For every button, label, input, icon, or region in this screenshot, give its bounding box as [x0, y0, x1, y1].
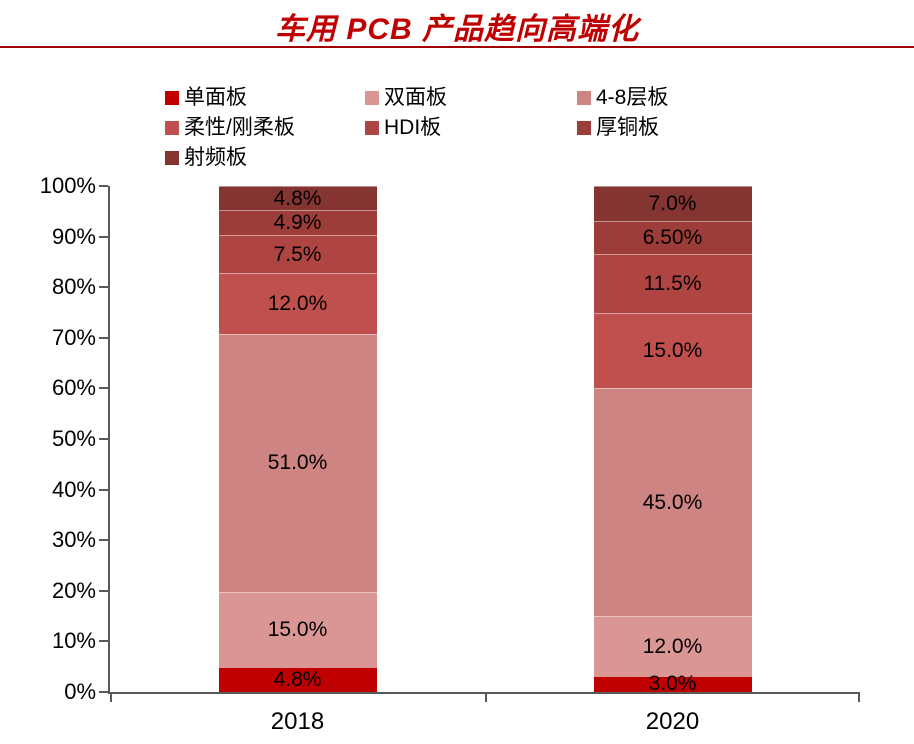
x-axis-category-label: 2018	[270, 708, 325, 735]
bar-stack-2018: 4.8% 15.0% 51.0% 12.0% 7.5% 4.9% 4.8%	[218, 186, 377, 692]
legend-label: HDI板	[384, 116, 442, 139]
chart-legend: 单面板 双面板 4-8层板柔性/刚柔板 HDI板 厚铜板射频板	[165, 86, 787, 170]
legend-item: 厚铜板	[577, 116, 787, 140]
y-axis-tick-label: 40%	[51, 476, 96, 502]
segment-label: 7.0%	[648, 192, 697, 216]
segment-label: 6.50%	[642, 226, 703, 250]
plot-area: 100% 90% 80% 70% 60% 50% 40% 30% 20% 10% 0% 4.8% 15.…	[40, 173, 860, 735]
bar-segment: 4.8%	[218, 667, 377, 692]
y-axis-tick-mark	[99, 286, 108, 289]
segment-label: 15.0%	[642, 338, 703, 362]
y-axis-tick-label: 100%	[39, 173, 96, 198]
x-axis-line	[108, 692, 860, 694]
y-axis-tick-label: 80%	[51, 274, 96, 300]
legend-swatch	[165, 121, 179, 135]
legend-item: 双面板	[365, 86, 577, 110]
y-axis-line	[108, 186, 110, 694]
segment-label: 51.0%	[267, 451, 328, 475]
y-axis-tick-mark	[99, 387, 108, 390]
bar-stack-2020: 3.0% 12.0% 45.0% 15.0% 11.5% 6.50% 7.0%	[593, 186, 752, 695]
segment-label: 12.0%	[642, 634, 703, 658]
legend-item: 射频板	[165, 146, 365, 170]
bar-segment: 3.0%	[593, 673, 752, 695]
legend-swatch	[577, 121, 591, 135]
legend-item: 单面板	[165, 86, 365, 110]
y-axis-tick-mark	[99, 691, 108, 693]
y-axis-tick-label: 0%	[64, 679, 96, 704]
y-axis-tick-label: 10%	[51, 628, 96, 654]
y-axis-tick-label: 90%	[51, 223, 96, 249]
bar-segment: 45.0%	[593, 388, 752, 617]
bar-segment: 4.8%	[218, 186, 377, 211]
y-axis-tick-mark	[99, 589, 108, 592]
x-axis-tick-mark	[485, 694, 487, 702]
bar-segment: 6.50%	[593, 221, 752, 255]
y-axis-tick-mark	[99, 640, 108, 643]
segment-label: 15.0%	[267, 618, 328, 642]
bar-segment: 7.5%	[218, 235, 377, 274]
y-axis-tick-mark	[99, 488, 108, 491]
title-divider	[0, 46, 914, 48]
legend-label: 柔性/刚柔板	[184, 116, 295, 139]
legend-label: 4-8层板	[596, 86, 669, 109]
y-axis-tick-label: 30%	[51, 527, 96, 553]
legend-label: 射频板	[184, 146, 247, 169]
y-axis-tick-label: 60%	[51, 375, 96, 401]
y-axis-tick-mark	[99, 185, 108, 187]
legend-item: HDI板	[365, 116, 577, 140]
bar-segment: 11.5%	[593, 254, 752, 313]
segment-label: 12.0%	[267, 291, 328, 315]
y-axis-tick-mark	[99, 235, 108, 238]
bar-segment: 4.9%	[218, 210, 377, 236]
x-axis-category-label: 2020	[645, 708, 700, 735]
segment-label: 4.9%	[273, 211, 322, 235]
legend-item: 柔性/刚柔板	[165, 116, 365, 140]
bar-segment: 7.0%	[593, 186, 752, 222]
legend-swatch	[577, 91, 591, 105]
bar-segment: 15.0%	[593, 312, 752, 389]
y-axis-tick-label: 50%	[51, 426, 96, 451]
legend-label: 单面板	[184, 86, 247, 109]
legend-swatch	[165, 151, 179, 165]
legend-item: 4-8层板	[577, 86, 787, 110]
x-axis-tick-mark	[858, 694, 860, 702]
y-axis-tick-mark	[99, 336, 108, 339]
chart-title: 车用 PCB 产品趋向高端化	[274, 13, 639, 46]
segment-label: 4.8%	[273, 667, 322, 691]
bar-segment: 12.0%	[593, 616, 752, 677]
y-axis-tick-mark	[99, 539, 108, 542]
bar-segment: 51.0%	[218, 333, 377, 592]
bar-segment: 12.0%	[218, 273, 377, 334]
legend-label: 双面板	[384, 86, 447, 109]
segment-label: 7.5%	[273, 242, 322, 266]
legend-swatch	[365, 91, 379, 105]
bar-segment: 15.0%	[218, 591, 377, 668]
legend-swatch	[365, 121, 379, 135]
y-axis-tick-label: 70%	[51, 324, 96, 350]
x-axis-tick-mark	[110, 694, 112, 702]
y-axis-tick-mark	[99, 438, 108, 440]
legend-swatch	[165, 91, 179, 105]
y-axis-tick-label: 20%	[51, 577, 96, 603]
segment-label: 11.5%	[643, 271, 702, 295]
segment-label: 4.8%	[273, 186, 322, 210]
segment-label: 45.0%	[642, 490, 703, 514]
segment-label: 3.0%	[648, 672, 697, 696]
legend-label: 厚铜板	[596, 116, 659, 139]
